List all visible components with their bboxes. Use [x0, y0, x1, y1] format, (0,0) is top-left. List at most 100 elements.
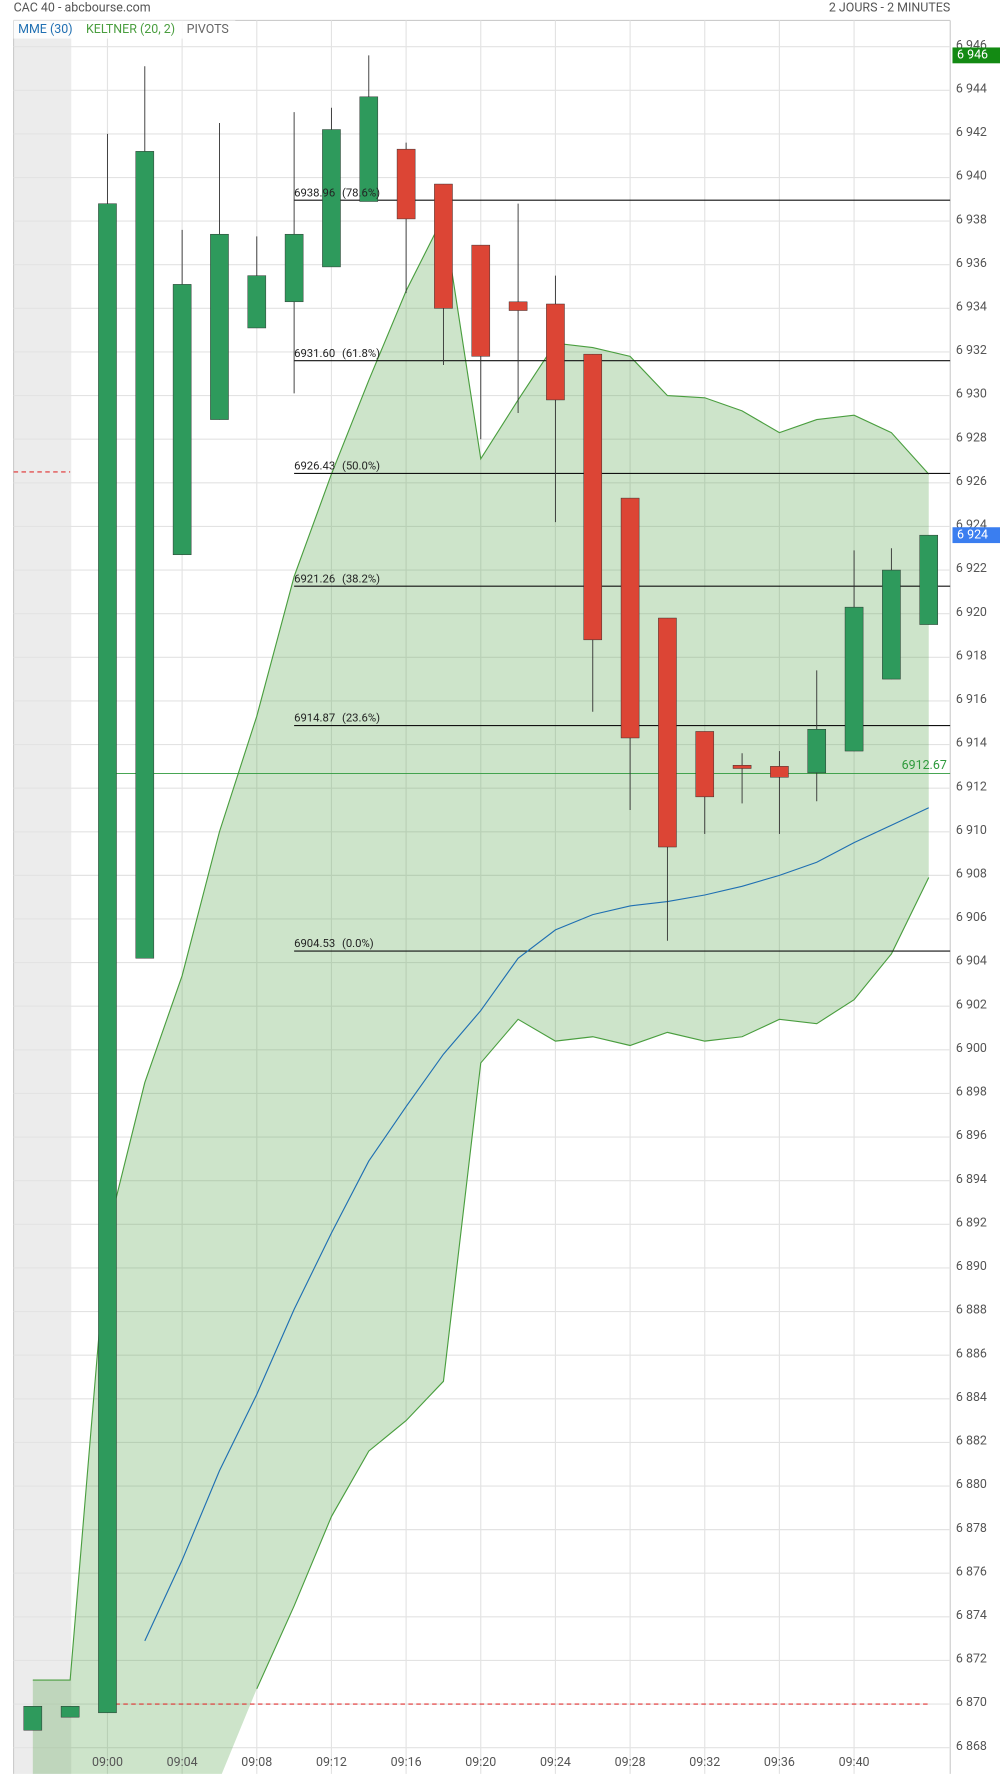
y-tick-label: 6 876	[956, 1564, 987, 1579]
fibonacci-label: 6926.43 (50.0%)	[294, 460, 380, 473]
keltner-upper	[32, 214, 930, 1681]
y-tick-label: 6 904	[956, 954, 987, 969]
y-tick-label: 6 926	[956, 474, 987, 489]
fibonacci-label: 6938.96 (78.6%)	[294, 186, 380, 199]
y-tick-label: 6 932	[956, 343, 987, 358]
legend-background	[13, 20, 236, 39]
y-tick-label: 6 940	[956, 169, 987, 184]
y-tick-label: 6 898	[956, 1085, 987, 1100]
y-tick-label: 6 942	[956, 125, 987, 140]
keltner-lower	[256, 877, 930, 1690]
candles	[23, 55, 939, 1731]
candle-body	[882, 569, 901, 680]
fibonacci-ratio: (23.6%)	[342, 712, 380, 725]
candle-body	[98, 203, 117, 1714]
fibonacci-label: 6921.26 (38.2%)	[294, 572, 380, 585]
candle-body	[23, 1706, 43, 1731]
fibonacci-ratio: (0.0%)	[342, 937, 374, 950]
overlays	[13, 199, 951, 1774]
price-badge-label: 6 946	[957, 48, 988, 63]
candle-body	[695, 731, 715, 798]
fibonacci-value: 6914.87	[294, 712, 335, 725]
y-tick-label: 6 888	[956, 1303, 987, 1318]
candle-body	[471, 244, 491, 357]
fibonacci-label: 6931.60 (61.8%)	[294, 347, 380, 360]
candle-body	[172, 284, 192, 556]
y-tick-label: 6 918	[956, 648, 987, 663]
price-badge	[952, 527, 1000, 544]
x-tick-label: 09:28	[615, 1755, 646, 1770]
y-tick-label: 6 870	[956, 1695, 987, 1710]
y-tick-label: 6 922	[956, 561, 987, 576]
y-tick-label: 6 908	[956, 867, 987, 882]
y-tick-label: 6 890	[956, 1259, 987, 1274]
y-tick-label: 6 910	[956, 823, 987, 838]
candle-body	[620, 497, 640, 739]
mme-line	[144, 807, 929, 1642]
x-tick-label: 09:08	[241, 1755, 272, 1770]
y-tick-label: 6 916	[956, 692, 987, 707]
candle-body	[396, 148, 416, 220]
price-badge-label: 6 924	[957, 527, 988, 542]
fibonacci-ratio: (78.6%)	[342, 186, 380, 199]
y-tick-label: 6 936	[956, 256, 987, 271]
candle-body	[844, 606, 864, 752]
fibonacci-value: 6938.96	[294, 186, 335, 199]
annotations: 6 868 6 870 6 872 6 874 6 876 6 878 6 880 6 882…	[92, 38, 1000, 1770]
candle-body	[919, 534, 939, 625]
x-tick-label: 09:40	[839, 1755, 870, 1770]
y-tick-label: 6 902	[956, 997, 987, 1012]
candle-body	[210, 233, 229, 420]
y-tick-label: 6 938	[956, 212, 987, 227]
candle-body	[284, 233, 304, 303]
fibonacci-ratio: (61.8%)	[342, 347, 380, 360]
fibonacci-ratio: (50.0%)	[342, 460, 380, 473]
y-tick-label: 6 906	[956, 910, 987, 925]
legend-entry[interactable]: KELTNER (20, 2)	[86, 22, 175, 37]
y-tick-label: 6 900	[956, 1041, 987, 1056]
chart-title: CAC 40 - abcbourse.com	[14, 0, 151, 15]
candle-body	[770, 766, 789, 778]
x-tick-label: 09:12	[316, 1755, 347, 1770]
y-tick-label: 6 878	[956, 1521, 987, 1536]
fibonacci-value: 6926.43	[294, 460, 335, 473]
candle-body	[807, 729, 827, 774]
y-tick-label: 6 894	[956, 1172, 987, 1187]
y-tick-label: 6 874	[956, 1608, 987, 1623]
candle-body	[322, 129, 341, 268]
candle-body	[359, 96, 379, 202]
x-tick-label: 09:32	[689, 1755, 720, 1770]
y-tick-label: 6 944	[956, 81, 987, 96]
candle-body	[135, 151, 155, 959]
x-tick-label: 09:04	[167, 1755, 198, 1770]
y-tick-label: 6 912	[956, 779, 987, 794]
candle-body	[247, 275, 267, 329]
x-tick-label: 09:20	[465, 1755, 496, 1770]
candle-body	[732, 765, 752, 769]
candle-body	[658, 617, 677, 848]
y-tick-label: 6 934	[956, 300, 987, 315]
candle-body	[508, 301, 528, 311]
fibonacci-label: 6914.87 (23.6%)	[294, 712, 380, 725]
fibonacci-label: 6904.53 (0.0%)	[294, 937, 374, 950]
chart-subtitle: 2 JOURS - 2 MINUTES	[829, 0, 950, 15]
level-label: 6912.67	[902, 758, 947, 773]
candle-body	[60, 1706, 80, 1718]
candle-body	[546, 303, 565, 401]
candle-body	[583, 353, 603, 641]
price-badge	[952, 47, 1000, 64]
fibonacci-value: 6904.53	[294, 937, 335, 950]
legend-entry[interactable]: MME (30)	[18, 22, 72, 37]
fibonacci-value: 6931.60	[294, 347, 335, 360]
y-tick-label: 6 868	[956, 1739, 987, 1754]
y-tick-label: 6 896	[956, 1128, 987, 1143]
y-tick-label: 6 928	[956, 430, 987, 445]
x-tick-label: 09:36	[764, 1755, 795, 1770]
fibonacci-value: 6921.26	[294, 572, 335, 585]
y-tick-label: 6 886	[956, 1346, 987, 1361]
legend-entry[interactable]: PIVOTS	[187, 22, 229, 37]
y-tick-label: 6 914	[956, 736, 987, 751]
x-tick-label: 09:16	[391, 1755, 422, 1770]
